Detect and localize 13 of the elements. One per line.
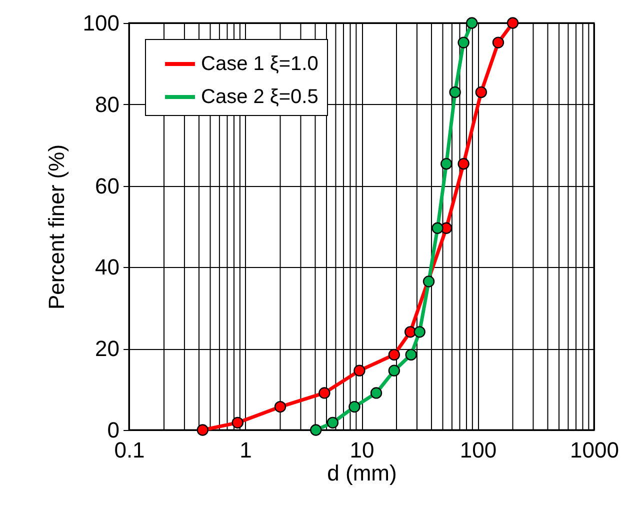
legend-label: Case 2 ξ=0.5	[201, 86, 318, 108]
y-tick-label: 20	[95, 336, 120, 362]
x-tick-label: 100	[460, 438, 497, 462]
x-tick-label: 10	[350, 438, 374, 462]
y-axis-title: Percent finer (%)	[44, 144, 69, 310]
x-tick-label: 1	[240, 438, 252, 462]
x-axis-title: d (mm)	[327, 460, 397, 486]
y-tick-label: 40	[95, 254, 120, 280]
legend-label: Case 1 ξ=1.0	[201, 53, 318, 75]
y-tick-label: 80	[95, 92, 120, 117]
y-tick-label: 60	[95, 173, 120, 198]
y-tick-label: 100	[82, 10, 120, 36]
x-tick-label: 1000	[570, 438, 619, 462]
